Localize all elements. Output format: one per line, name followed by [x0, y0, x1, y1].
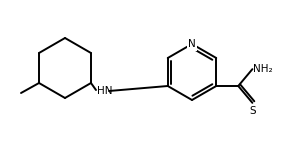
Text: HN: HN [97, 86, 112, 96]
Text: S: S [249, 106, 256, 116]
Text: N: N [188, 39, 196, 49]
Text: NH₂: NH₂ [253, 64, 273, 74]
